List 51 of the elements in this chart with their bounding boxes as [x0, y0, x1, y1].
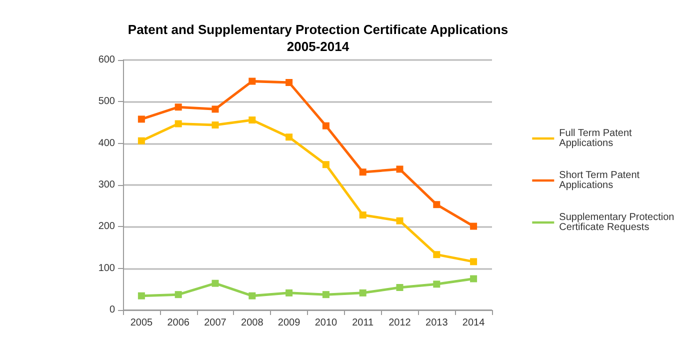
y-tick-label: 100: [98, 262, 116, 274]
y-tick-label: 400: [98, 138, 116, 149]
point: [359, 168, 366, 176]
chart-title: Patent and Supplementary Protection Certificate Applications 2005-2014: [128, 22, 508, 54]
point: [286, 134, 293, 141]
x-tick-label: 2011: [352, 318, 374, 328]
point: [138, 292, 145, 300]
legend-label: Supplementary Protection Certificate Requests: [559, 212, 677, 233]
point: [286, 289, 293, 296]
point: [433, 201, 440, 208]
point: [322, 291, 330, 298]
point: [359, 212, 366, 218]
point: [470, 258, 478, 266]
point: [138, 116, 145, 123]
point: [286, 79, 293, 86]
point: [138, 137, 145, 144]
y-tick-label: 500: [98, 96, 116, 108]
point: [396, 284, 404, 291]
point: [433, 280, 440, 288]
x-tick-label: 2008: [241, 318, 264, 328]
point: [322, 122, 330, 130]
point: [248, 292, 256, 300]
x-tick-label: 2012: [388, 318, 412, 328]
legend-label: Short Term Patent Applications: [559, 170, 642, 191]
y-tick-label: 600: [98, 54, 116, 66]
x-tick-label: 2007: [204, 318, 227, 328]
x-tick-label: 2009: [278, 318, 301, 328]
point: [470, 222, 478, 230]
point: [433, 251, 440, 258]
point: [322, 161, 330, 168]
point: [470, 275, 478, 282]
point: [396, 166, 404, 173]
y-tick-label: 0: [109, 304, 116, 316]
point: [396, 217, 404, 224]
x-tick-label: 2005: [130, 318, 154, 328]
point: [212, 106, 219, 113]
y-tick-label: 300: [98, 180, 116, 190]
point: [174, 104, 182, 111]
x-tick-label: 2006: [167, 318, 190, 328]
point: [359, 289, 366, 296]
x-tick-label: 2013: [426, 318, 448, 328]
legend-label: Full Term Patent Applications: [559, 128, 635, 149]
point: [248, 78, 256, 85]
x-tick-label: 2014: [462, 318, 486, 328]
y-tick-label: 200: [98, 221, 116, 232]
point: [212, 122, 219, 128]
point: [248, 116, 256, 124]
point: [174, 120, 182, 128]
point: [212, 280, 219, 287]
x-tick-label: 2010: [314, 318, 338, 328]
point: [174, 291, 182, 298]
